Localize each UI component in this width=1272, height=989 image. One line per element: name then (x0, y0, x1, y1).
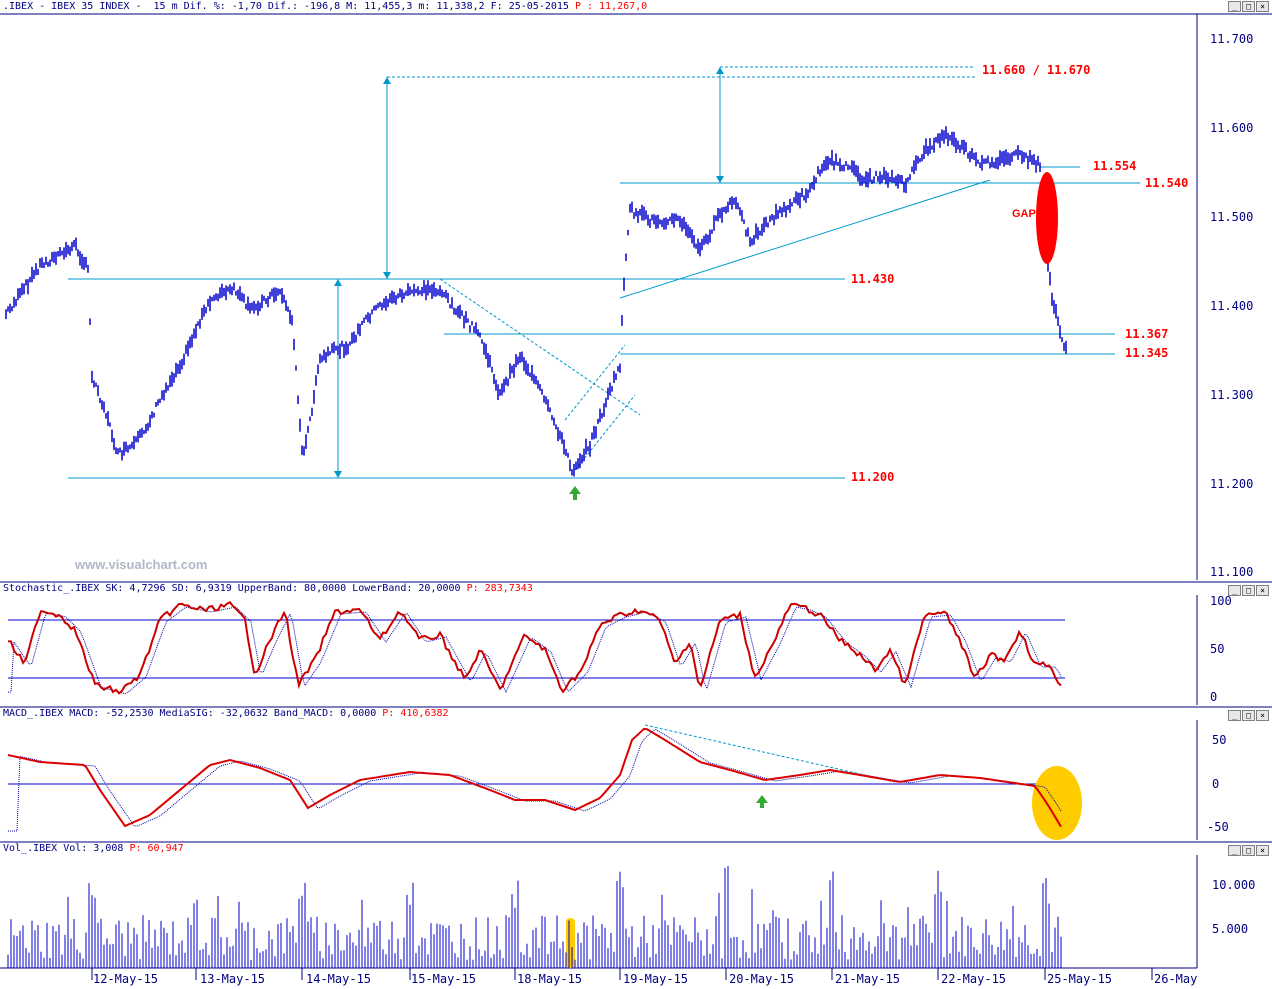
arrow-down-icon (716, 176, 724, 183)
date-label: 12-May-15 (93, 972, 159, 986)
price-tick: 11.400 (1210, 299, 1254, 313)
stoch-sd-line (8, 606, 1062, 695)
close-icon[interactable]: × (1256, 585, 1269, 596)
macd-tick: -50 (1207, 820, 1229, 834)
price-tick: 11.100 (1210, 565, 1254, 579)
level-label: 11.554 (1093, 159, 1137, 173)
date-label: 13-May-15 (200, 972, 266, 986)
level-label: 11.430 (851, 272, 895, 286)
gap-label: GAP (1012, 208, 1036, 220)
divergence-line (644, 724, 896, 783)
volume-header: Vol_.IBEX Vol: 3,008 P: 60,947 (3, 843, 184, 854)
arrow-up-icon (334, 279, 342, 286)
volume-highlight (566, 918, 575, 968)
price-tick: 11.200 (1210, 477, 1254, 491)
buy-arrow-icon (569, 486, 581, 500)
macd-tick: 0 (1212, 777, 1220, 791)
maximize-icon[interactable]: □ (1242, 710, 1255, 721)
date-label: 26-May (1154, 972, 1198, 986)
close-icon[interactable]: × (1256, 710, 1269, 721)
stoch-window-controls: _ □ × (1228, 585, 1269, 596)
price-tick: 11.500 (1210, 210, 1254, 224)
minimize-icon[interactable]: _ (1228, 585, 1241, 596)
volume-window-controls: _ □ × (1228, 845, 1269, 856)
macd-tick: 50 (1212, 733, 1227, 747)
minimize-icon[interactable]: _ (1228, 845, 1241, 856)
date-label: 14-May-15 (306, 972, 372, 986)
minimize-icon[interactable]: _ (1228, 1, 1241, 12)
date-label: 25-May-15 (1047, 972, 1113, 986)
macd-highlight (1032, 766, 1082, 840)
level-label: 11.540 (1145, 176, 1189, 190)
arrow-down-icon (383, 272, 391, 279)
stoch-tick: 0 (1210, 690, 1218, 704)
watermark: www.visualchart.com (75, 557, 208, 572)
chart-title: .IBEX - IBEX 35 INDEX - 15 m Dif. %: -1,… (3, 1, 648, 12)
price-tick: 11.700 (1210, 32, 1254, 46)
macd-line (7, 727, 1062, 828)
minimize-icon[interactable]: _ (1228, 710, 1241, 721)
date-label: 19-May-15 (623, 972, 689, 986)
date-label: 22-May-15 (941, 972, 1007, 986)
close-icon[interactable]: × (1256, 845, 1269, 856)
trend-lines[interactable] (68, 67, 1140, 479)
price-series (5, 126, 1067, 477)
date-ticks (91, 968, 1153, 980)
level-label: 11.367 (1125, 327, 1169, 341)
last-price: P : 11,267,0 (568, 1, 648, 12)
maximize-icon[interactable]: □ (1242, 585, 1255, 596)
level-label: 11.200 (851, 470, 895, 484)
level-label: 11.345 (1125, 346, 1169, 360)
arrow-up-icon (716, 67, 724, 74)
buy-arrow-icon (756, 795, 768, 808)
maximize-icon[interactable]: □ (1242, 1, 1255, 12)
close-icon[interactable]: × (1256, 1, 1269, 12)
macd-signal-line (8, 729, 1062, 832)
stoch-header: Stochastic_.IBEX SK: 4,7296 SD: 6,9319 U… (3, 583, 533, 594)
gap-marker (1036, 172, 1058, 264)
stoch-tick: 50 (1210, 642, 1225, 656)
price-tick: 11.600 (1210, 121, 1254, 135)
macd-header: MACD_.IBEX MACD: -52,2530 MediaSIG: -32,… (3, 708, 449, 719)
date-label: 20-May-15 (729, 972, 795, 986)
date-label: 21-May-15 (835, 972, 901, 986)
stoch-sk-line (7, 601, 1062, 695)
level-label: 11.660 / 11.670 (982, 63, 1091, 77)
arrow-down-icon (334, 471, 342, 478)
volume-series (7, 866, 1062, 968)
date-label: 18-May-15 (517, 972, 583, 986)
arrow-up-icon (383, 77, 391, 84)
volume-tick: 5.000 (1212, 922, 1249, 936)
price-tick: 11.300 (1210, 388, 1254, 402)
window-controls: _ □ × (1228, 1, 1269, 12)
dashed-lines[interactable] (387, 66, 975, 471)
date-label: 15-May-15 (411, 972, 477, 986)
macd-window-controls: _ □ × (1228, 710, 1269, 721)
stoch-tick: 100 (1210, 594, 1232, 608)
maximize-icon[interactable]: □ (1242, 845, 1255, 856)
volume-tick: 10.000 (1212, 878, 1256, 892)
